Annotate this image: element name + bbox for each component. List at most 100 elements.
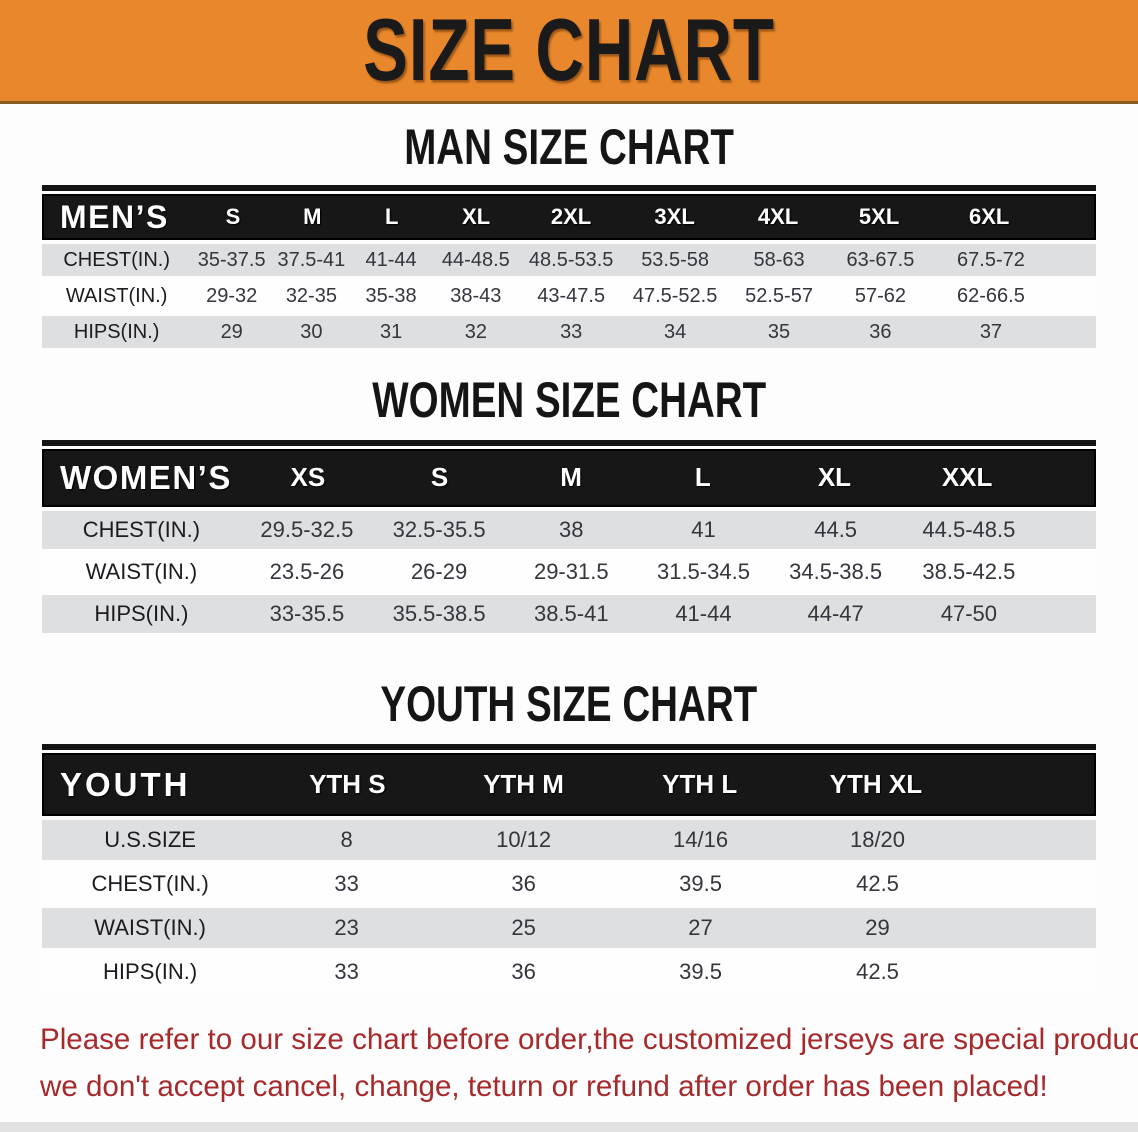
size-value: 38-43: [450, 284, 502, 307]
size-tables-container: MAN SIZE CHART MEN’S S M L XL 2XL 3XL 4XL 5XL 6XL C…: [0, 118, 1138, 993]
size-value: 44.5: [814, 516, 858, 542]
size-value: 37: [979, 320, 1003, 343]
size-value: 35-37.5: [197, 248, 266, 271]
size-column-header: 5XL: [858, 204, 900, 230]
size-column-header: M: [303, 204, 322, 230]
table-top-border: [42, 744, 1096, 751]
size-column-header: XL: [817, 462, 852, 493]
size-value: 29: [220, 320, 243, 343]
size-value: 23: [334, 915, 359, 941]
size-column-header: YTH M: [483, 769, 564, 800]
size-value: 38.5-41: [533, 600, 609, 626]
size-value: 36: [511, 871, 536, 897]
size-value: 62-66.5: [957, 284, 1025, 307]
size-value: 43-47.5: [537, 284, 606, 307]
measurement-row-label: WAIST(IN.): [85, 558, 198, 584]
size-table: YOUTH YTH S YTH M YTH L YTH XL U.S.SIZE 8 10/12…: [42, 744, 1096, 993]
size-table: MEN’S S M L XL 2XL 3XL 4XL 5XL 6XL CHEST(IN.) 35-37…: [42, 185, 1096, 349]
measurement-row-label: CHEST(IN.): [91, 871, 209, 897]
size-value: 33: [334, 871, 359, 897]
table-top-border: [42, 439, 1096, 446]
section-heading-text: MAN SIZE CHART: [404, 118, 734, 175]
size-value: 29: [865, 915, 890, 941]
size-value: 41: [691, 516, 716, 542]
size-value: 39.5: [679, 871, 722, 897]
size-value: 27: [688, 915, 713, 941]
size-value: 44-48.5: [441, 248, 510, 271]
measurement-row-label: HIPS(IN.): [73, 320, 160, 343]
size-column-header: L: [694, 462, 711, 493]
size-column-header: YTH XL: [829, 769, 923, 800]
size-value: 32.5-35.5: [392, 516, 486, 542]
size-value: 30: [300, 320, 323, 343]
table-row: WAIST(IN.) 23.5-26 26-29 29-31.5 31.5-34.5 34…: [42, 552, 1096, 591]
disclaimer-line-1: Please refer to our size chart before or…: [40, 1023, 1138, 1057]
table-row: WAIST(IN.) 23 25 27 29: [42, 908, 1096, 949]
size-column-header: XL: [462, 204, 491, 230]
size-value: 18/20: [849, 827, 906, 853]
size-column-header: 4XL: [757, 204, 799, 230]
measurement-row-label: CHEST(IN.): [82, 516, 201, 542]
size-value: 53.5-58: [641, 248, 710, 271]
size-value: 38: [559, 516, 584, 542]
section-heading: YOUTH SIZE CHART: [0, 677, 1138, 730]
table-header-row: WOMEN’S XS S M L XL XXL: [42, 448, 1096, 507]
size-column-header: S: [430, 462, 449, 493]
table-row: U.S.SIZE 8 10/12 14/16 18/20: [42, 820, 1096, 861]
size-value: 34.5-38.5: [789, 558, 883, 584]
size-column-header: M: [560, 462, 582, 493]
size-value: 34: [663, 320, 687, 343]
size-value: 33: [560, 320, 583, 343]
measurement-row-label: U.S.SIZE: [104, 827, 196, 853]
size-value: 29-32: [206, 284, 258, 307]
size-value: 58-63: [753, 248, 805, 271]
size-value: 26-29: [410, 558, 468, 584]
table-group-label: MEN’S: [60, 198, 169, 235]
size-value: 35-38: [365, 284, 417, 307]
table-row: WAIST(IN.) 29-32 32-35 35-38 38-43 43-47.5 47.…: [42, 280, 1096, 313]
size-value: 29-31.5: [533, 558, 609, 584]
size-value: 32-35: [285, 284, 337, 307]
size-value: 44-47: [807, 600, 864, 626]
size-value: 35.5-38.5: [392, 600, 486, 626]
size-column-header: 3XL: [654, 204, 695, 230]
size-value: 41-44: [365, 248, 417, 271]
table-top-border: [42, 185, 1096, 192]
size-value: 32: [464, 320, 487, 343]
size-value: 38.5-42.5: [922, 558, 1016, 584]
size-value: 10/12: [496, 827, 552, 853]
size-value: 48.5-53.5: [528, 248, 614, 271]
size-value: 14/16: [673, 827, 729, 853]
size-value: 42.5: [856, 959, 899, 985]
disclaimer: Please refer to our size chart before or…: [40, 1016, 1138, 1111]
section-heading: MAN SIZE CHART: [0, 118, 1138, 175]
size-value: 47-50: [940, 600, 997, 626]
measurement-row-label: HIPS(IN.): [103, 959, 198, 985]
size-value: 36: [511, 959, 536, 985]
size-value: 39.5: [679, 959, 722, 985]
size-value: 33: [334, 959, 359, 985]
size-value: 67.5-72: [957, 248, 1025, 271]
size-table: WOMEN’S XS S M L XL XXL CHEST(IN.) 29.5-32.5 32.5…: [42, 439, 1096, 633]
measurement-row-label: CHEST(IN.): [63, 248, 170, 271]
page-title: SIZE CHART: [363, 0, 775, 100]
size-value: 8: [340, 827, 353, 853]
size-value: 37.5-41: [277, 248, 346, 271]
size-value: 47.5-52.5: [632, 284, 718, 307]
size-chart-section: MAN SIZE CHART MEN’S S M L XL 2XL 3XL 4XL 5XL 6XL C…: [0, 118, 1138, 349]
size-value: 29.5-32.5: [260, 516, 354, 542]
table-header-row: MEN’S S M L XL 2XL 3XL 4XL 5XL 6XL: [42, 194, 1096, 241]
size-column-header: 2XL: [550, 204, 592, 230]
size-value: 36: [869, 320, 892, 343]
size-value: 33-35.5: [269, 600, 345, 626]
size-column-header: XXL: [941, 462, 993, 493]
size-value: 52.5-57: [745, 284, 813, 307]
size-column-header: S: [225, 204, 241, 230]
size-value: 42.5: [856, 871, 899, 897]
size-value: 63-67.5: [846, 248, 915, 271]
section-heading-text: WOMEN SIZE CHART: [372, 371, 766, 428]
disclaimer-line-2: we don't accept cancel, change, teturn o…: [40, 1070, 1048, 1104]
size-column-header: YTH L: [662, 769, 738, 800]
size-column-header: L: [384, 204, 399, 230]
